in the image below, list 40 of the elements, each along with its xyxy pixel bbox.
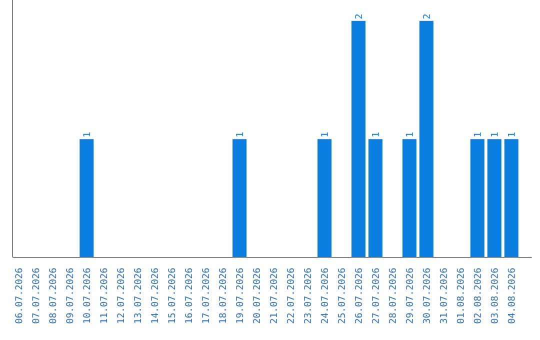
data-label: 1 bbox=[508, 132, 515, 136]
x-tick-label: 18.07.2026 bbox=[219, 268, 226, 323]
x-tick-label: 09.07.2026 bbox=[66, 268, 74, 324]
x-tick-label: 03.08.2026 bbox=[490, 268, 498, 324]
x-tick-label: 25.07.2026 bbox=[338, 268, 345, 324]
data-label: 1 bbox=[372, 132, 379, 136]
data-label: 1 bbox=[406, 132, 413, 136]
x-tick-label: 20.07.2026 bbox=[253, 268, 260, 324]
x-tick-label: 19.07.2026 bbox=[236, 268, 244, 323]
x-tick-label: 22.07.2026 bbox=[286, 268, 294, 324]
x-tick-label: 02.08.2026 bbox=[474, 268, 481, 324]
data-label: 1 bbox=[474, 132, 481, 136]
x-tick-label: 10.07.2026 bbox=[83, 268, 90, 323]
x-tick-label: 15.07.2026 bbox=[168, 268, 176, 323]
x-tick-label: 24.07.2026 bbox=[320, 268, 328, 324]
data-label: 2 bbox=[422, 14, 430, 19]
x-tick-label: 14.07.2026 bbox=[151, 268, 158, 323]
x-tick-label: 30.07.2026 bbox=[422, 268, 430, 324]
data-label: 1 bbox=[490, 132, 498, 136]
x-tick-label: 28.07.2026 bbox=[388, 268, 396, 324]
x-tick-label: 16.07.2026 bbox=[185, 268, 192, 323]
x-tick-label: 26.07.2026 bbox=[354, 268, 362, 324]
data-label: 2 bbox=[355, 14, 362, 19]
x-tick-label: 06.07.2026 bbox=[15, 268, 22, 324]
x-tick-label: 31.07.2026 bbox=[440, 268, 447, 324]
x-tick-label: 04.08.2026 bbox=[508, 268, 515, 324]
x-tick-label: 07.07.2026 bbox=[32, 268, 40, 324]
x-tick-label: 21.07.2026 bbox=[270, 268, 278, 324]
data-label: 1 bbox=[321, 132, 328, 136]
x-tick-label: 01.08.2026 bbox=[456, 268, 464, 324]
x-tick-label: 08.07.2026 bbox=[49, 268, 56, 324]
data-label: 1 bbox=[236, 132, 243, 136]
x-tick-label: 11.07.2026 bbox=[100, 268, 108, 323]
x-tick-label: 23.07.2026 bbox=[304, 268, 312, 324]
x-tick-label: 17.07.2026 bbox=[202, 268, 210, 323]
x-tick-label: 27.07.2026 bbox=[372, 268, 379, 324]
x-tick-label: 12.07.2026 bbox=[117, 268, 124, 323]
x-tick-label: 29.07.2026 bbox=[406, 268, 413, 324]
data-label: 1 bbox=[83, 132, 90, 136]
x-tick-label: 13.07.2026 bbox=[134, 268, 142, 323]
